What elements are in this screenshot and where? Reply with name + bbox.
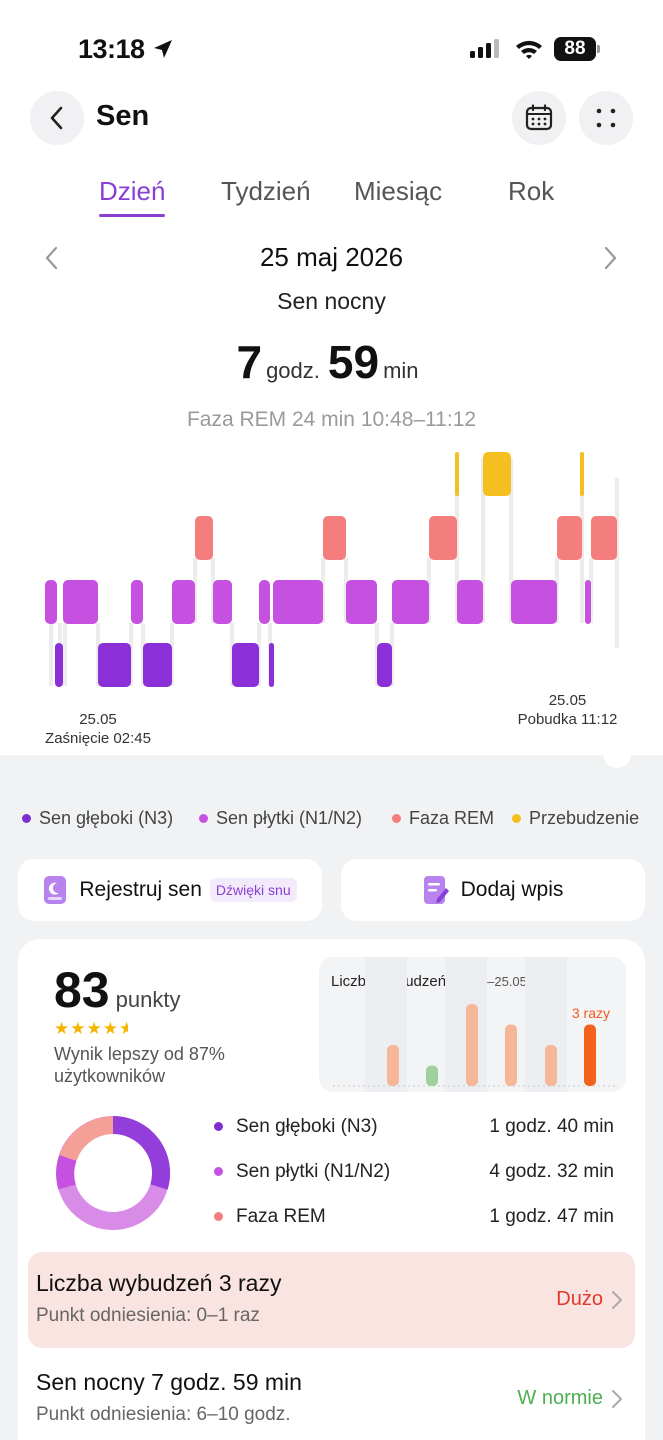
tab-week[interactable]: Tydzień — [221, 176, 311, 206]
wakeups-metric-row[interactable]: Liczba wybudzeń 3 razy Punkt odniesienia… — [28, 1252, 635, 1348]
add-entry-label: Dodaj wpis — [460, 878, 564, 901]
wakeups-bar — [505, 1024, 517, 1086]
timeline-scrubber-handle[interactable] — [588, 730, 660, 780]
wakeups-metric-status: Dużo — [556, 1288, 623, 1311]
selected-segment-info: Faza REM 24 min 10:48–11:12 — [186, 408, 477, 431]
hypnogram-light-sleep — [45, 580, 591, 624]
more-dots-icon — [596, 108, 616, 128]
stat-light-sleep: Sen płytki (N1/N2) 4 godz. 32 min — [214, 1157, 614, 1187]
wake-up-time: Pobudka 11:12 — [517, 711, 618, 728]
wakeups-bar — [426, 1065, 438, 1086]
wakeups-weekly-chart[interactable]: Liczba wybudzeń (19.05–25.05) 3 razy — [319, 957, 626, 1092]
duration-minutes-unit: min — [383, 358, 419, 383]
more-options-button[interactable] — [579, 91, 633, 145]
period-tabs: Dzień Tydzień Miesiąc Rok — [0, 176, 663, 220]
add-entry-button[interactable]: Dodaj wpis — [341, 859, 645, 921]
legend-awake: Przebudzenie — [512, 808, 639, 829]
active-tab-indicator — [99, 214, 165, 217]
sleep-start-date: 25.05 — [79, 711, 117, 728]
status-bar: 13:18 88 — [0, 30, 663, 70]
status-time: 13:18 — [78, 34, 145, 64]
wakeups-bars — [333, 957, 615, 1092]
sleep-sounds-chip[interactable]: Dźwięki snu — [209, 878, 297, 902]
chevron-right-icon — [612, 1290, 622, 1309]
stat-rem: Faza REM 1 godz. 47 min — [214, 1202, 614, 1232]
sleep-stage-legend: Sen głęboki (N3) Sen płytki (N1/N2) Faza… — [0, 808, 663, 834]
register-sleep-label: Rejestruj sen — [79, 878, 202, 901]
sleep-score: 83 punkty — [54, 961, 180, 1019]
night-sleep-metric-title: Sen nocny 7 godz. 59 min — [36, 1369, 302, 1395]
wakeups-chart-note: 3 razy — [571, 1005, 610, 1021]
note-edit-icon — [423, 876, 449, 904]
sleep-stages-donut[interactable] — [54, 1114, 172, 1232]
sleep-header-area: 13:18 88 Sen Dzień Tydzień Miesiąc — [0, 0, 663, 755]
wake-up-date: 25.05 — [548, 692, 587, 709]
page-title: Sen — [96, 100, 150, 132]
legend-light-sleep: Sen płytki (N1/N2) — [199, 808, 362, 829]
chevron-left-icon — [50, 106, 63, 130]
sleep-stages-hypnogram[interactable] — [0, 448, 663, 698]
battery-level: 88 — [554, 37, 596, 61]
tab-year[interactable]: Rok — [508, 176, 555, 206]
sleep-type-label: Sen nocny — [277, 288, 386, 314]
wifi-icon — [516, 40, 542, 59]
wakeups-bar — [387, 1045, 399, 1086]
score-value: 83 — [54, 962, 110, 1018]
cellular-signal-icon — [470, 39, 499, 58]
score-stars: ★★★★★ — [54, 1019, 128, 1038]
night-sleep-metric-row[interactable]: Sen nocny 7 godz. 59 min Punkt odniesien… — [28, 1351, 635, 1440]
previous-day-chevron-icon[interactable] — [44, 246, 60, 270]
hypnogram-awake — [455, 452, 584, 496]
current-date: 25 maj 2026 — [259, 242, 404, 272]
calendar-icon — [525, 104, 553, 131]
hypnogram-deep-sleep — [55, 643, 392, 687]
sleep-register-icon — [44, 876, 67, 904]
stat-deep-sleep: Sen głęboki (N3) 1 godz. 40 min — [214, 1112, 614, 1142]
chevron-right-icon — [612, 1389, 622, 1408]
duration-minutes: 59 — [327, 336, 380, 388]
wake-up-label: 25.05 Pobudka 11:12 — [510, 691, 625, 729]
duration-hours-unit: godz. — [266, 358, 320, 383]
hypnogram-connectors — [49, 458, 619, 686]
duration-hours: 7 — [236, 336, 263, 388]
tab-day[interactable]: Dzień — [99, 176, 166, 206]
calendar-button[interactable] — [512, 91, 566, 145]
wakeups-bar — [584, 1024, 596, 1086]
hypnogram-rem — [195, 516, 617, 560]
wakeups-metric-reference: Punkt odniesienia: 0–1 raz — [36, 1305, 260, 1326]
night-sleep-metric-reference: Punkt odniesienia: 6–10 godz. — [36, 1404, 291, 1425]
next-day-chevron-icon[interactable] — [602, 246, 618, 270]
register-sleep-button[interactable]: Rejestruj sen Dźwięki snu — [18, 859, 322, 921]
night-sleep-metric-status: W normie — [517, 1387, 623, 1410]
legend-deep-sleep: Sen głęboki (N3) — [22, 808, 173, 829]
sleep-start-label: 25.05 Zaśnięcie 02:45 — [36, 710, 160, 748]
sleep-duration: 7 godz. 59 min — [0, 335, 663, 389]
location-arrow-icon — [154, 40, 172, 58]
wakeups-metric-title: Liczba wybudzeń 3 razy — [36, 1270, 282, 1296]
sleep-summary-card: 83 punkty ★★★★★ Wynik lepszy od 87% użytk… — [18, 939, 645, 1440]
battery-icon: 88 — [554, 37, 600, 61]
score-unit: punkty — [115, 987, 181, 1012]
back-button[interactable] — [30, 91, 84, 145]
legend-rem: Faza REM — [392, 808, 494, 829]
score-comparison: Wynik lepszy od 87% użytkowników — [54, 1044, 225, 1086]
sleep-start-time: Zaśnięcie 02:45 — [45, 730, 151, 747]
wakeups-bar — [466, 1004, 478, 1086]
tab-month[interactable]: Miesiąc — [354, 176, 443, 206]
wakeups-bar — [545, 1045, 557, 1086]
